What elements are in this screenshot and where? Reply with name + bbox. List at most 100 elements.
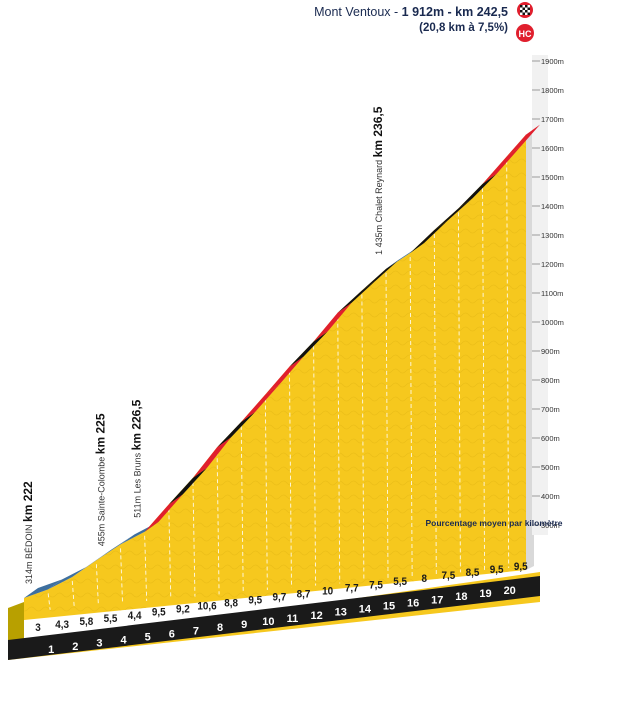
place-name: 455m Sainte-Colombe bbox=[96, 454, 106, 546]
km-gridline bbox=[409, 257, 413, 577]
gradient-label: 9,5 bbox=[152, 607, 166, 619]
gradient-label: 3 bbox=[35, 623, 41, 635]
profile-segment bbox=[96, 534, 135, 561]
place-label: 1 435m Chalet Reynard km 236,5 bbox=[371, 106, 385, 255]
y-tick-label: 1400m bbox=[541, 202, 564, 211]
km-gridline bbox=[361, 294, 365, 582]
km-gridline bbox=[120, 548, 123, 604]
km-marker-label: 14 bbox=[359, 604, 372, 616]
gradient-label: 8,8 bbox=[224, 598, 238, 610]
gradient-label: 4,3 bbox=[55, 620, 69, 632]
profile-end-cap bbox=[8, 602, 24, 646]
gradient-label: 10 bbox=[322, 586, 333, 598]
y-tick-label: 800m bbox=[541, 376, 560, 385]
place-km: km 225 bbox=[93, 413, 107, 454]
profile-segment bbox=[24, 579, 63, 598]
gradient-label: 9,5 bbox=[490, 565, 504, 577]
km-marker-label: 15 bbox=[383, 601, 395, 613]
summit-stats: (20,8 km à 7,5%) bbox=[419, 22, 508, 34]
km-axis-band bbox=[8, 576, 540, 660]
y-tick-label: 1000m bbox=[541, 318, 564, 327]
profile-segment bbox=[241, 384, 280, 422]
km-marker-label: 8 bbox=[217, 622, 223, 634]
profile-segment bbox=[48, 566, 87, 590]
y-tick-label: 900m bbox=[541, 347, 560, 356]
place-km: km 226,5 bbox=[130, 399, 144, 450]
legend-note: Pourcentage moyen par kilomètre bbox=[426, 518, 563, 528]
summit-name: Mont Ventoux - 1 912m - km 242,5 bbox=[314, 5, 508, 19]
y-tick-label: 1100m bbox=[541, 289, 563, 298]
place-label: 455m Sainte-Colombe km 225 bbox=[93, 413, 107, 546]
km-gridline bbox=[216, 451, 220, 595]
category-label: HC bbox=[519, 29, 532, 39]
place-km: km 236,5 bbox=[371, 106, 385, 157]
altitude-scale-bar bbox=[532, 55, 548, 535]
km-marker-label: 3 bbox=[96, 638, 102, 650]
y-tick-label: 700m bbox=[541, 405, 560, 414]
profile-segment bbox=[289, 331, 328, 367]
km-gridline bbox=[192, 481, 196, 597]
place-name: 314m BÉDOIN bbox=[24, 522, 34, 584]
profile-segment bbox=[168, 467, 207, 505]
km-gridline bbox=[47, 593, 51, 610]
y-tick-label: 1800m bbox=[541, 86, 564, 95]
profile-segment bbox=[313, 302, 352, 342]
place-name: 511m Les Bruns bbox=[133, 450, 143, 517]
km-gridline bbox=[337, 316, 341, 584]
km-marker-label: 4 bbox=[120, 635, 127, 647]
profile-segment bbox=[434, 198, 473, 230]
km-gridline bbox=[144, 535, 148, 602]
km-gridline bbox=[71, 580, 75, 608]
km-marker-label: 9 bbox=[241, 619, 247, 631]
km-marker-label: 10 bbox=[262, 616, 274, 628]
profile-segment bbox=[361, 258, 401, 291]
gradient-label: 10,6 bbox=[197, 601, 216, 613]
gradient-label: 5,5 bbox=[393, 577, 407, 589]
profile-relief-texture bbox=[24, 134, 526, 620]
km-marker-label: 7 bbox=[193, 625, 199, 637]
km-marker-label: 17 bbox=[431, 594, 443, 606]
km-gridline bbox=[168, 508, 172, 599]
gradient-label: 9,2 bbox=[176, 604, 190, 616]
profile-segment bbox=[192, 437, 232, 478]
place-km: km 222 bbox=[21, 481, 35, 522]
gradient-label: 8,5 bbox=[466, 568, 480, 580]
y-tick-label: 300m bbox=[541, 521, 560, 530]
km-marker-label: 5 bbox=[145, 632, 151, 644]
gradient-label: 4,4 bbox=[128, 610, 142, 622]
km-gridline bbox=[506, 160, 510, 569]
place-name: 1 435m Chalet Reynard bbox=[374, 157, 384, 255]
place-label: 511m Les Bruns km 226,5 bbox=[130, 399, 144, 517]
km-marker-label: 2 bbox=[72, 641, 78, 653]
km-marker-label: 20 bbox=[504, 585, 516, 597]
y-tick-label: 1500m bbox=[541, 173, 564, 182]
place-label: 314m BÉDOIN km 222 bbox=[21, 481, 35, 584]
y-tick-label: 1600m bbox=[541, 144, 564, 153]
km-marker-label: 13 bbox=[335, 607, 347, 619]
km-marker-label: 16 bbox=[407, 597, 419, 609]
km-gridline bbox=[313, 345, 317, 586]
gradient-label: 7,5 bbox=[369, 580, 383, 592]
km-gridline bbox=[482, 187, 486, 571]
profile-segment bbox=[72, 550, 111, 577]
gradient-label: 9,5 bbox=[248, 595, 262, 607]
km-marker-label: 1 bbox=[48, 644, 54, 656]
category-badge: HC bbox=[516, 24, 534, 42]
gradient-label: 7,7 bbox=[345, 583, 359, 595]
checkered-flag-icon bbox=[517, 2, 533, 18]
profile-segment bbox=[410, 219, 449, 254]
km-marker-label: 19 bbox=[479, 588, 491, 600]
gradient-label: 8,7 bbox=[297, 589, 311, 601]
km-marker-label: 18 bbox=[455, 591, 467, 603]
profile-segment bbox=[217, 411, 256, 448]
km-marker-label: 6 bbox=[169, 628, 175, 640]
gradient-label: 9,5 bbox=[514, 562, 528, 574]
gradient-label: 8 bbox=[421, 574, 427, 586]
y-tick-label: 400m bbox=[541, 492, 560, 501]
y-tick-label: 1300m bbox=[541, 231, 564, 240]
summit-alt-km: 1 912m - km 242,5 bbox=[402, 5, 508, 19]
gradient-label: 9,7 bbox=[273, 592, 287, 604]
y-tick-label: 600m bbox=[541, 434, 560, 443]
profile-segment bbox=[337, 280, 376, 313]
